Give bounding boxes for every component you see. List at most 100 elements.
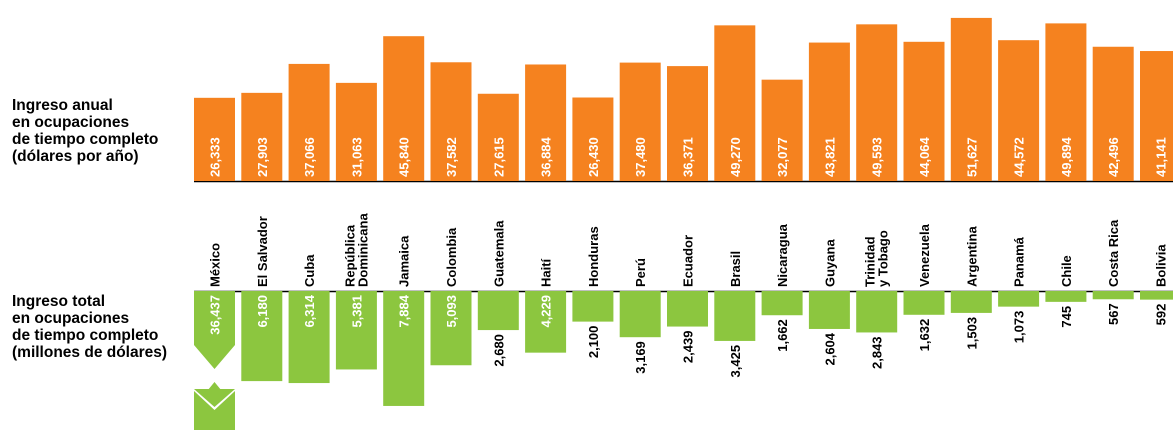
annual-income-bar	[525, 64, 567, 181]
annual-income-value-label: 42,496	[1106, 137, 1121, 177]
country-label: El Salvador	[255, 216, 270, 287]
annual-income-value-label: 31,063	[349, 137, 364, 177]
total-income-bar	[761, 291, 803, 316]
annual-income-value-label: 37,582	[444, 137, 459, 177]
country-label: Argentina	[964, 226, 979, 287]
annual-income-bar	[288, 63, 330, 181]
total-income-value-label: 7,884	[397, 294, 412, 327]
total-income-value-label: 4,229	[539, 295, 554, 328]
total-income-value-label: 3,169	[633, 341, 648, 374]
country-label: Ecuador	[681, 235, 696, 287]
total-income-bar	[1092, 291, 1134, 300]
total-income-value-label: 567	[1106, 303, 1121, 325]
country-label: Haití	[539, 258, 554, 287]
country-label: Chile	[1059, 255, 1074, 287]
total-income-row-label: Ingreso total en ocupaciones de tiempo c…	[12, 293, 168, 361]
total-income-bar	[856, 291, 898, 333]
annual-income-row-label: Ingreso anual en ocupaciones de tiempo c…	[12, 97, 159, 165]
total-income-value-label: 2,100	[586, 326, 601, 359]
country-label: Cuba	[302, 254, 317, 287]
total-income-bar	[714, 291, 756, 341]
annual-income-value-label: 26,430	[586, 137, 601, 177]
total-income-bar	[288, 291, 330, 384]
country-label: Nicaragua	[775, 223, 790, 287]
total-income-bar	[572, 291, 614, 322]
annual-income-value-label: 51,627	[964, 137, 979, 177]
total-income-value-label: 3,425	[728, 345, 743, 378]
total-income-bar	[1045, 291, 1087, 302]
total-income-value-label: 1,073	[1012, 311, 1027, 344]
total-income-value-label: 6,180	[255, 295, 270, 328]
country-label: Perú	[633, 258, 648, 287]
country-label: Trinidad	[863, 236, 878, 287]
total-income-value-label: 2,604	[822, 332, 837, 365]
country-label: Brasil	[728, 251, 743, 287]
country-label: Bolivia	[1154, 244, 1169, 287]
country-label: Costa Rica	[1106, 219, 1121, 287]
total-income-value-label: 1,503	[964, 317, 979, 350]
total-income-bar	[335, 291, 377, 370]
country-label: y Tobago	[876, 230, 891, 287]
annual-income-bar	[477, 93, 519, 181]
country-label: Venezuela	[917, 223, 932, 287]
annual-income-bar	[714, 25, 756, 182]
total-income-value-label: 1,632	[917, 319, 932, 352]
country-label: Honduras	[586, 226, 601, 287]
annual-income-value-label: 49,270	[728, 137, 743, 177]
annual-income-value-label: 44,064	[917, 136, 932, 177]
annual-income-bar	[667, 66, 708, 181]
annual-income-value-label: 44,572	[1012, 137, 1027, 177]
annual-income-bar	[856, 24, 898, 182]
total-income-value-label: 6,314	[302, 294, 317, 327]
total-income-value-label: 1,662	[775, 319, 790, 352]
total-income-bar	[477, 291, 519, 331]
annual-income-bar	[950, 17, 992, 181]
annual-income-value-label: 27,903	[255, 137, 270, 177]
annual-income-value-label: 36,371	[681, 137, 696, 177]
country-label: Guatemala	[491, 220, 506, 287]
annual-income-bar	[903, 41, 945, 182]
annual-income-bar	[1140, 51, 1173, 181]
total-income-value-label: 2,843	[870, 336, 885, 369]
total-income-value-label: 2,680	[491, 334, 506, 367]
annual-income-bar	[335, 82, 377, 181]
total-income-value-label: 36,437	[208, 295, 223, 335]
annual-income-bar	[241, 92, 283, 181]
total-income-bar	[950, 291, 992, 313]
annual-income-value-label: 37,480	[633, 137, 648, 177]
total-income-bar	[383, 291, 425, 406]
annual-income-value-label: 32,077	[775, 137, 790, 177]
country-label: Jamaica	[397, 235, 412, 287]
annual-income-value-label: 41,141	[1154, 137, 1169, 177]
country-label: República	[342, 224, 357, 287]
annual-income-bar	[619, 62, 661, 182]
annual-income-bar	[383, 36, 425, 182]
annual-income-value-label: 36,884	[539, 136, 554, 177]
total-income-bar	[430, 291, 472, 366]
country-label: Guyana	[822, 239, 837, 287]
total-income-bar	[1140, 291, 1173, 300]
country-label: México	[208, 243, 223, 287]
annual-income-bar	[194, 97, 235, 181]
total-income-bar	[619, 291, 661, 338]
annual-income-bar	[572, 97, 614, 181]
total-income-value-label: 2,439	[681, 331, 696, 364]
total-income-bar	[667, 291, 708, 327]
country-label: Colombia	[444, 227, 459, 287]
annual-income-bar	[1045, 23, 1087, 181]
total-income-value-label: 592	[1154, 304, 1169, 326]
total-income-bar	[808, 291, 850, 329]
annual-income-value-label: 43,821	[822, 137, 837, 177]
total-income-value-label: 745	[1059, 306, 1074, 328]
total-income-value-label: 5,093	[444, 295, 459, 328]
annual-income-bar	[808, 42, 850, 182]
annual-income-bar	[430, 62, 472, 182]
total-income-bar	[998, 291, 1040, 307]
annual-income-bar	[761, 79, 803, 181]
annual-income-value-label: 37,066	[302, 137, 317, 177]
total-income-value-label: 5,381	[349, 295, 364, 328]
annual-income-value-label: 49,593	[870, 137, 885, 177]
total-income-bar	[241, 291, 283, 382]
annual-income-value-label: 27,615	[491, 137, 506, 177]
